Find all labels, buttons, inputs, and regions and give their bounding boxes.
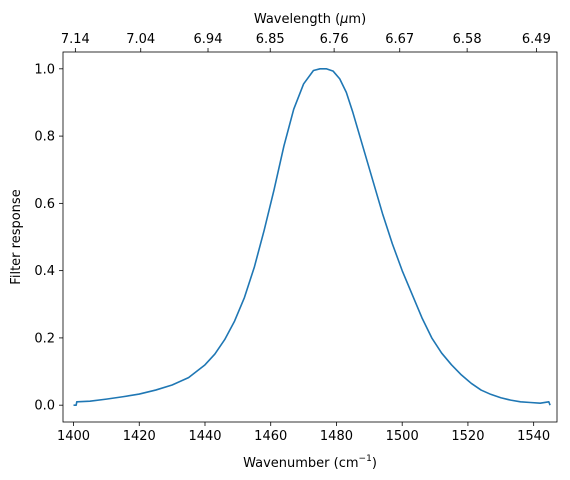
top-x-tick-label: 6.94	[194, 32, 223, 47]
x-tick-label: 1500	[386, 429, 419, 444]
x-tick-label: 1400	[57, 429, 90, 444]
series-line-0	[73, 68, 551, 406]
x-tick-label: 1480	[320, 429, 353, 444]
top-x-tick-label: 6.85	[256, 32, 285, 47]
x-axis-label: Wavenumber (cm−1)	[243, 454, 377, 471]
y-tick-label: 1.0	[34, 62, 55, 77]
x-tick-label: 1440	[188, 429, 221, 444]
x-tick-label: 1540	[517, 429, 550, 444]
y-tick-label: 0.4	[34, 264, 55, 279]
y-axis-label: Filter response	[9, 189, 24, 284]
y-tick-label: 0.8	[34, 130, 55, 145]
top-x-axis-label: Wavelength (μm)	[254, 12, 366, 27]
y-tick-label: 0.2	[34, 331, 55, 346]
y-axis-ticks: 0.0 0.2 0.4 0.6 0.8 1.0	[34, 62, 63, 414]
y-tick-label: 0.0	[34, 399, 55, 414]
series-layer	[73, 68, 551, 406]
x-tick-label: 1460	[254, 429, 287, 444]
top-x-axis-ticks: 7.14 7.04 6.94 6.85 6.76 6.67 6.58 6.49	[61, 32, 551, 52]
x-tick-label: 1520	[451, 429, 484, 444]
top-x-tick-label: 6.58	[453, 32, 482, 47]
bottom-x-axis-ticks: 1400 1420 1440 1460 1480 1500 1520 1540	[57, 422, 550, 444]
top-x-tick-label: 6.49	[522, 32, 551, 47]
x-tick-label: 1420	[123, 429, 156, 444]
top-x-tick-label: 6.76	[320, 32, 349, 47]
y-tick-label: 0.6	[34, 197, 55, 212]
plot-area-frame	[62, 51, 558, 423]
top-x-tick-label: 6.67	[385, 32, 414, 47]
top-x-tick-label: 7.14	[61, 32, 90, 47]
top-x-tick-label: 7.04	[126, 32, 155, 47]
